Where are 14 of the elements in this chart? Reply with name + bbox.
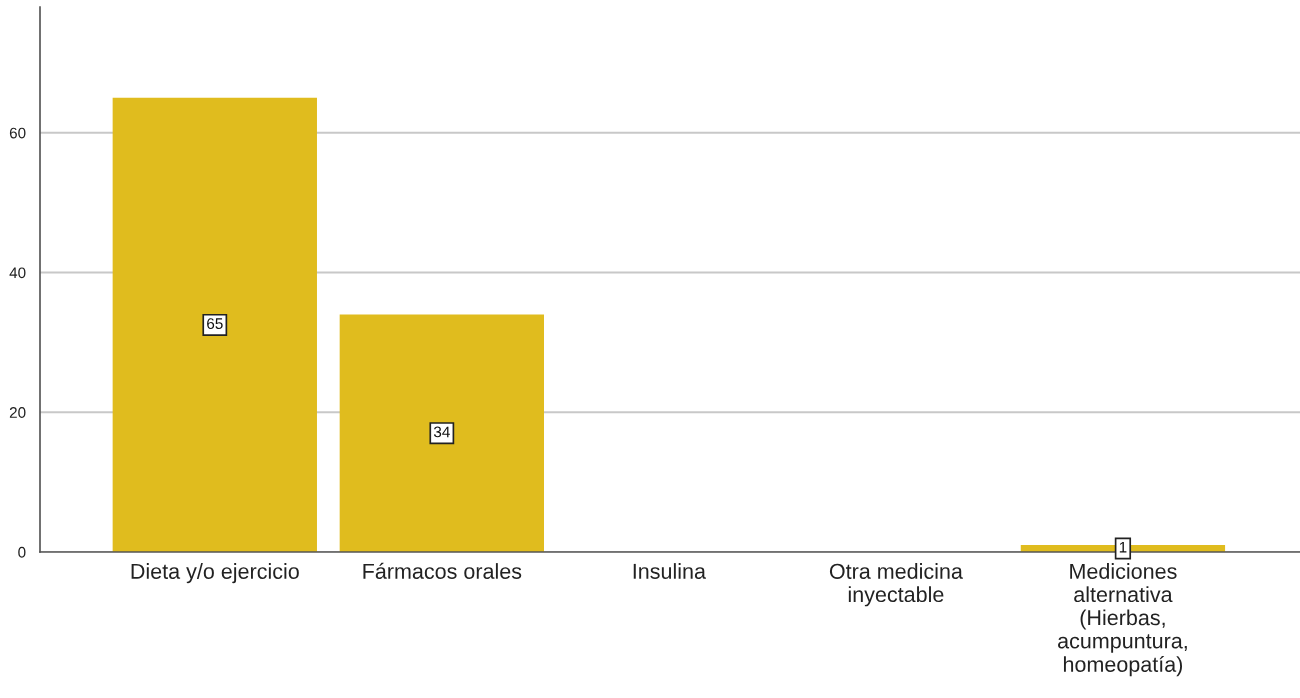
x-tick-label: Otra medicina inyectable	[829, 563, 963, 607]
data-label: 65	[207, 318, 223, 330]
data-label: 34	[433, 426, 450, 438]
x-tick-label: Fármacos orales	[363, 562, 522, 579]
y-tick-label: 60	[9, 127, 26, 139]
data-label: 1	[1119, 541, 1127, 553]
x-tick-label: Insulina	[633, 563, 706, 579]
x-tick-label: Mediciones alternativa (Hierbas, acumpuntura, homeopatía)	[1058, 563, 1187, 677]
y-tick-label: 20	[9, 407, 26, 418]
bar	[112, 97, 317, 552]
y-tick-label: 40	[9, 267, 26, 279]
bar	[339, 314, 544, 552]
x-tick-label: Dieta y/o ejercicio	[131, 563, 299, 584]
y-tick-label: 0	[18, 546, 26, 558]
